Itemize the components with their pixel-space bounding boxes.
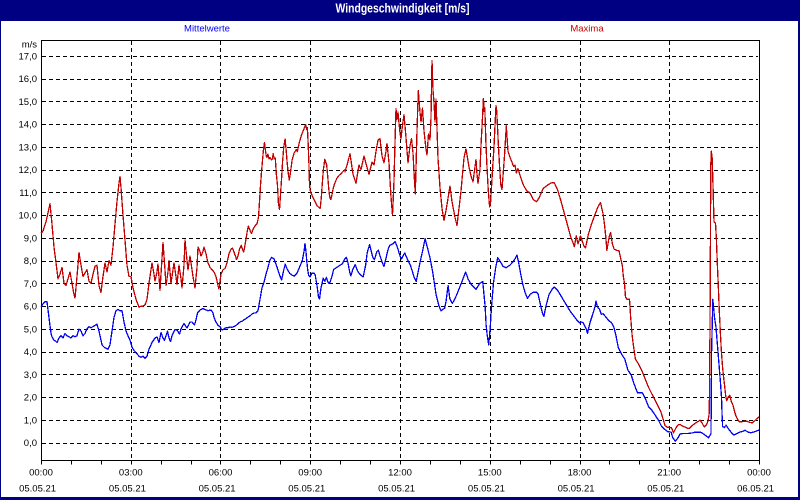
svg-text:10,0: 10,0 (19, 211, 38, 222)
svg-text:Maxima: Maxima (570, 24, 604, 35)
svg-text:5,0: 5,0 (24, 324, 37, 335)
svg-text:Windgeschwindigkeit [m/s]: Windgeschwindigkeit [m/s] (336, 1, 470, 15)
svg-text:15:00: 15:00 (478, 468, 502, 479)
svg-text:12:00: 12:00 (388, 468, 412, 479)
svg-text:2,0: 2,0 (24, 393, 37, 404)
svg-text:17,0: 17,0 (19, 51, 38, 62)
svg-text:1,0: 1,0 (24, 415, 37, 426)
svg-text:8,0: 8,0 (24, 256, 37, 267)
svg-text:06:00: 06:00 (209, 468, 233, 479)
svg-text:05.05.21: 05.05.21 (109, 484, 146, 495)
svg-text:12,0: 12,0 (19, 165, 38, 176)
svg-text:9,0: 9,0 (24, 233, 37, 244)
svg-text:00:00: 00:00 (747, 468, 771, 479)
svg-text:05.05.21: 05.05.21 (468, 484, 505, 495)
svg-text:05.05.21: 05.05.21 (199, 484, 236, 495)
svg-text:05.05.21: 05.05.21 (19, 484, 56, 495)
svg-text:18:00: 18:00 (568, 468, 592, 479)
svg-text:05.05.21: 05.05.21 (558, 484, 595, 495)
svg-text:7,0: 7,0 (24, 279, 37, 290)
svg-text:05.05.21: 05.05.21 (647, 484, 684, 495)
svg-text:06.05.21: 06.05.21 (737, 484, 774, 495)
svg-text:15,0: 15,0 (19, 97, 38, 108)
svg-text:16,0: 16,0 (19, 74, 38, 85)
svg-text:00:00: 00:00 (29, 468, 53, 479)
svg-text:03:00: 03:00 (119, 468, 143, 479)
svg-text:21:00: 21:00 (657, 468, 681, 479)
svg-text:05.05.21: 05.05.21 (378, 484, 415, 495)
svg-text:05.05.21: 05.05.21 (288, 484, 325, 495)
svg-text:6,0: 6,0 (24, 302, 37, 313)
svg-text:4,0: 4,0 (24, 347, 37, 358)
svg-text:09:00: 09:00 (298, 468, 322, 479)
svg-text:11,0: 11,0 (19, 188, 37, 199)
svg-text:14,0: 14,0 (19, 120, 38, 131)
svg-text:13,0: 13,0 (19, 142, 38, 153)
svg-text:m/s: m/s (22, 40, 38, 51)
svg-text:Mittelwerte: Mittelwerte (184, 24, 230, 35)
svg-text:3,0: 3,0 (24, 370, 37, 381)
svg-text:0,0: 0,0 (24, 438, 37, 449)
